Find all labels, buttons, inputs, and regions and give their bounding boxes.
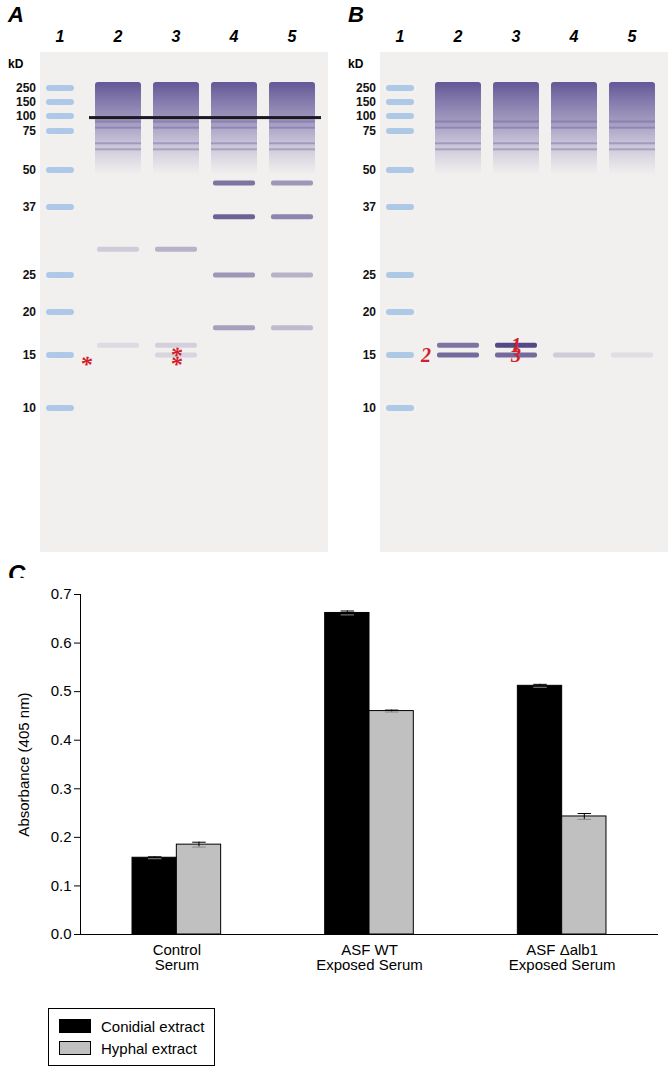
svg-text:*: *	[80, 351, 93, 377]
svg-text:4: 4	[229, 28, 239, 45]
svg-text:100: 100	[16, 109, 36, 123]
html-text:Hyphal extract: Hyphal extract	[101, 1039, 197, 1057]
svg-text:75: 75	[363, 124, 377, 138]
svg-text:0.7: 0.7	[51, 585, 72, 602]
svg-text:15: 15	[23, 348, 37, 362]
svg-text:ASF WTExposed Serum: ASF WTExposed Serum	[316, 941, 423, 973]
html-text:C: C	[8, 560, 26, 587]
svg-text:0.4: 0.4	[51, 731, 72, 748]
svg-text:3: 3	[512, 28, 521, 45]
svg-text:4: 4	[569, 28, 579, 45]
svg-text:150: 150	[356, 95, 376, 109]
svg-text:2: 2	[453, 28, 463, 45]
svg-text:10: 10	[23, 401, 37, 415]
svg-text:25: 25	[363, 268, 377, 282]
svg-text:10: 10	[363, 401, 377, 415]
svg-text:37: 37	[23, 200, 37, 214]
svg-text:50: 50	[23, 163, 37, 177]
svg-text:20: 20	[363, 305, 377, 319]
svg-text:0.6: 0.6	[51, 634, 72, 651]
svg-text:2: 2	[420, 344, 431, 366]
svg-text:0.0: 0.0	[51, 925, 72, 942]
svg-text:50: 50	[363, 163, 377, 177]
svg-text:kD: kD	[8, 57, 24, 71]
svg-text:3: 3	[172, 28, 181, 45]
svg-text:ControlSerum: ControlSerum	[153, 941, 201, 973]
svg-text:A: A	[7, 2, 24, 27]
svg-text:2: 2	[113, 28, 123, 45]
svg-text:25: 25	[23, 268, 37, 282]
svg-text:250: 250	[16, 81, 36, 95]
svg-text:ASF Δalb1Exposed Serum: ASF Δalb1Exposed Serum	[509, 941, 616, 973]
svg-text:5: 5	[628, 28, 638, 45]
svg-text:*: *	[170, 351, 183, 377]
svg-text:kD: kD	[348, 57, 364, 71]
svg-text:250: 250	[356, 81, 376, 95]
svg-text:150: 150	[16, 95, 36, 109]
svg-text:B: B	[348, 2, 364, 27]
svg-text:1: 1	[396, 28, 405, 45]
svg-text:0.1: 0.1	[51, 877, 72, 894]
svg-text:3: 3	[510, 344, 521, 366]
svg-text:0.3: 0.3	[51, 780, 72, 797]
svg-text:Absorbance (405 nm): Absorbance (405 nm)	[15, 692, 32, 836]
html-text:Conidial extract: Conidial extract	[101, 1017, 205, 1035]
svg-text:75: 75	[23, 124, 37, 138]
svg-text:1: 1	[56, 28, 65, 45]
svg-text:0.2: 0.2	[51, 828, 72, 845]
svg-text:15: 15	[363, 348, 377, 362]
svg-text:20: 20	[23, 305, 37, 319]
svg-text:5: 5	[288, 28, 298, 45]
svg-text:100: 100	[356, 109, 376, 123]
svg-text:0.5: 0.5	[51, 682, 72, 699]
svg-text:37: 37	[363, 200, 377, 214]
